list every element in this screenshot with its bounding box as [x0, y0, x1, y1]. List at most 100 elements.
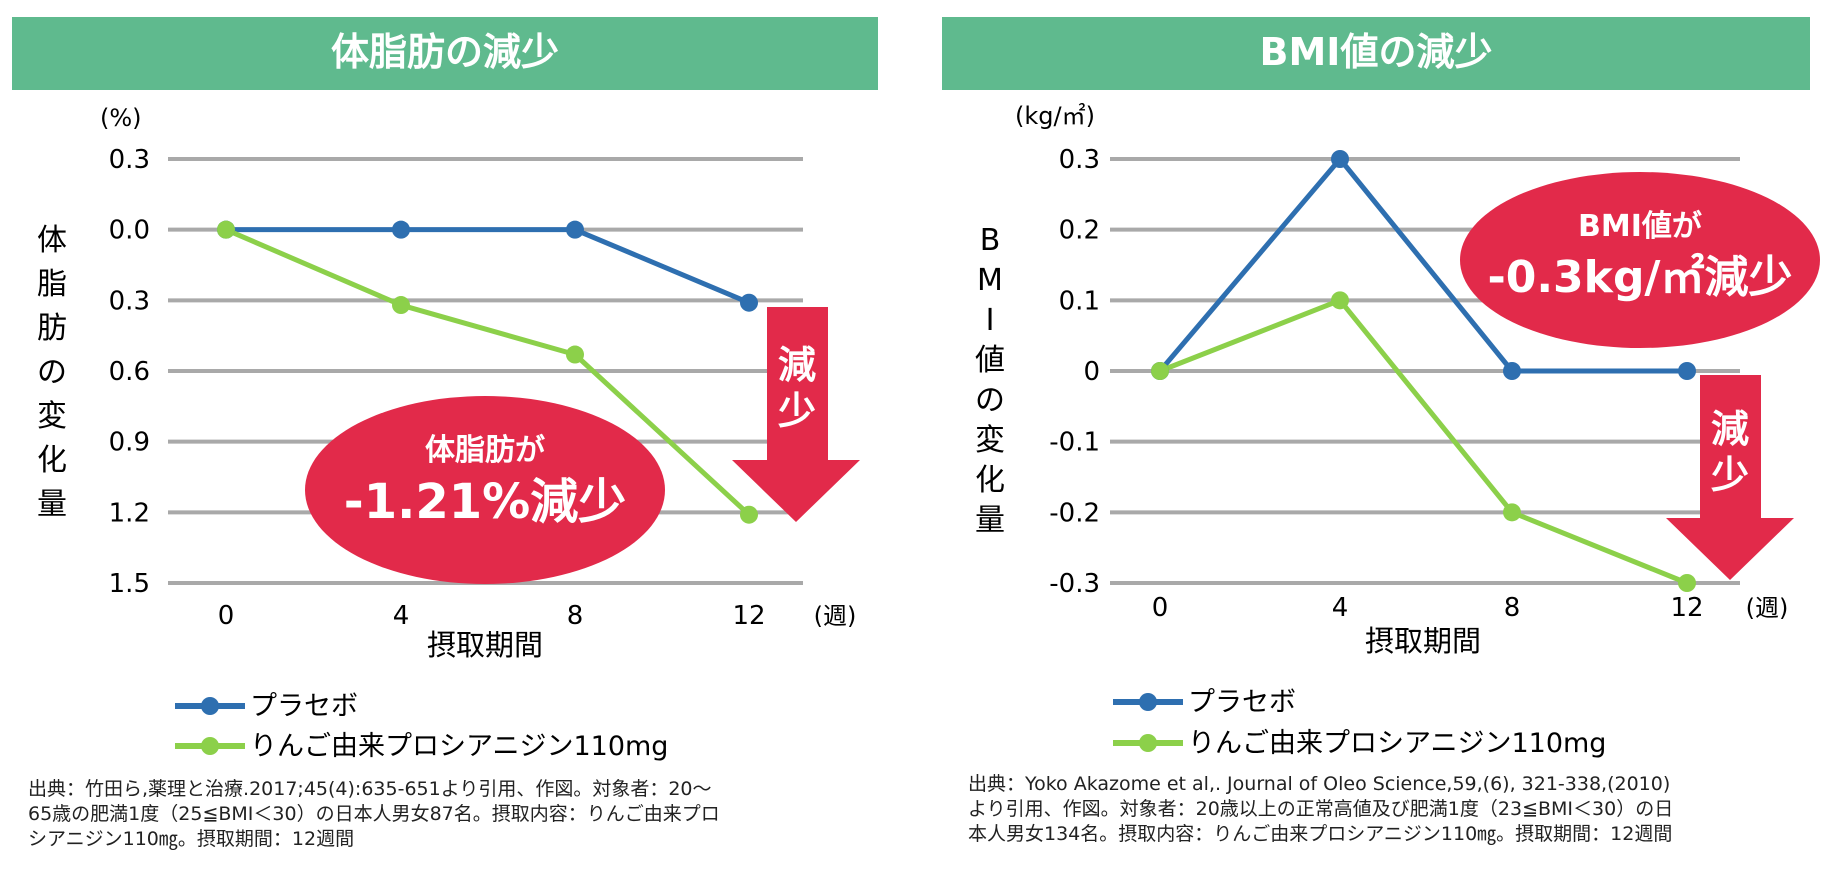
y-axis-label-char: B: [980, 223, 1001, 258]
y-axis-label-char: 変: [975, 423, 1005, 458]
data-point-placebo: [1503, 362, 1521, 380]
legend-label-placebo-left: プラセボ: [250, 691, 358, 722]
chart-title-bmi: BMI値の減少: [1260, 30, 1493, 74]
data-point-placebo: [392, 220, 410, 239]
y-tick-label: -0.1: [1049, 428, 1100, 458]
callout-text-line2-body-fat: -1.21%減少: [344, 474, 626, 530]
source-line: 出典：竹田ら,薬理と治療.2017;45(4):635-651より引用、作図。対…: [28, 778, 712, 800]
source-line: 65歳の肥満1度（25≦BMI＜30）の日本人男女87名。摂取内容：りんご由来プ…: [28, 803, 720, 825]
x-unit-label-body-fat: (週): [814, 602, 857, 630]
series-bmi: [1151, 150, 1696, 592]
legend-label-apple-right: りんご由来プロシアニジン110mg: [1188, 728, 1606, 759]
x-tick-labels-body-fat: 0 4 8 12: [218, 601, 766, 631]
y-tick-label: -0.3: [1049, 569, 1100, 599]
y-tick-label: 0.3: [1059, 145, 1100, 175]
title-banner-body-fat: [12, 17, 878, 90]
y-axis-label-char: M: [977, 263, 1003, 298]
data-point-placebo: [566, 220, 584, 239]
callout-ellipse-bmi: [1460, 172, 1820, 348]
y-axis-label-char: 脂: [37, 267, 67, 302]
x-tick-label: 0: [1152, 593, 1169, 623]
y-unit-label-bmi: (kg/㎡): [1015, 102, 1095, 130]
x-tick-label: 12: [732, 601, 765, 631]
data-point-placebo: [740, 293, 758, 312]
x-axis-label-body-fat: 摂取期間: [427, 628, 543, 662]
y-axis-label-char: 値: [975, 343, 1005, 378]
y-tick-label: 1.5: [109, 569, 150, 599]
legend-marker-apple-left: [201, 737, 219, 755]
panel-body-fat: 体脂肪の減少 (%) 0.3 0.0 0.3 0.6 0.9 1.2 1.5 0 4 8 12 (…: [12, 17, 878, 762]
callout-text-line1-bmi: BMI値が: [1578, 209, 1702, 244]
arrow-label-1-body-fat: 減: [778, 343, 816, 387]
y-tick-label: 0.1: [1059, 286, 1100, 316]
legend-bmi: プラセボ りんご由来プロシアニジン110mg: [1113, 687, 1606, 759]
legend-marker-placebo-right: [1139, 693, 1157, 711]
series-line-apple: [225, 227, 751, 517]
panel-bmi: BMI値の減少 (kg/㎡) 0.3 0.2 0.1 0 -0.1 -0.2 -0.3 0 4…: [942, 17, 1820, 759]
y-tick-label: 0.2: [1059, 216, 1100, 246]
y-tick-label: 1.2: [109, 498, 150, 528]
arrow-label-2-bmi: 少: [1711, 453, 1749, 497]
x-tick-label: 12: [1670, 593, 1703, 623]
data-point-apple: [217, 220, 235, 239]
source-line: より引用、作図。対象者：20歳以上の正常高値及び肥満1度（23≦BMI＜30）の…: [968, 798, 1674, 820]
x-tick-labels-bmi: 0 4 8 12: [1152, 593, 1704, 623]
y-tick-label: 0: [1083, 357, 1100, 387]
x-tick-label: 8: [1504, 593, 1521, 623]
x-axis-label-bmi: 摂取期間: [1365, 624, 1481, 658]
decrease-arrow-shape-body-fat: [732, 307, 860, 522]
x-tick-label: 8: [567, 601, 584, 631]
series-line-placebo: [1158, 156, 1687, 374]
source-line: 出典：Yoko Akazome et al,. Journal of Oleo …: [968, 773, 1671, 795]
decrease-arrow-bmi: 減 少: [1666, 375, 1794, 580]
source-line: 本人男女134名。摂取内容：りんご由来プロシアニジン110㎎。摂取期間：12週間: [968, 823, 1673, 845]
decrease-arrow-body-fat: 減 少: [732, 307, 860, 522]
callout-bmi: BMI値が -0.3kg/㎡減少: [1460, 172, 1820, 348]
y-tick-label: 0.3: [109, 145, 150, 175]
y-axis-label-char: 化: [37, 443, 67, 478]
callout-ellipse-body-fat: [305, 396, 665, 584]
legend-label-apple-left: りんご由来プロシアニジン110mg: [250, 731, 668, 762]
y-tick-label: -0.2: [1049, 498, 1100, 528]
y-tick-label: 0.0: [109, 216, 150, 246]
y-axis-label-char: I: [986, 303, 995, 338]
y-unit-label-body-fat: (%): [100, 104, 142, 132]
data-point-apple: [740, 505, 758, 524]
data-point-apple: [392, 296, 410, 315]
series-body-fat: [217, 220, 758, 524]
y-tick-labels-body-fat: 0.3 0.0 0.3 0.6 0.9 1.2 1.5: [109, 145, 150, 599]
x-unit-label-bmi: (週): [1746, 594, 1789, 622]
legend-marker-apple-right: [1139, 734, 1157, 752]
y-tick-label: 0.3: [109, 286, 150, 316]
y-axis-label-char: の: [37, 355, 67, 390]
legend-label-placebo-right: プラセボ: [1188, 687, 1296, 718]
chart-title-body-fat: 体脂肪の減少: [331, 30, 559, 74]
data-point-placebo: [1678, 362, 1696, 380]
y-axis-label-char: 量: [37, 487, 67, 522]
data-point-apple: [1503, 503, 1521, 522]
series-line-placebo: [226, 227, 750, 305]
arrow-label-2-body-fat: 少: [778, 389, 816, 433]
source-note-body-fat: 出典：竹田ら,薬理と治療.2017;45(4):635-651より引用、作図。対…: [28, 777, 888, 852]
data-point-apple: [1678, 574, 1696, 592]
y-tick-label: 0.6: [109, 357, 150, 387]
callout-body-fat: 体脂肪が -1.21%減少: [305, 396, 665, 584]
x-tick-label: 4: [1332, 593, 1349, 623]
x-tick-label: 0: [218, 601, 235, 631]
y-axis-label-char: 量: [975, 503, 1005, 538]
y-tick-labels-bmi: 0.3 0.2 0.1 0 -0.1 -0.2 -0.3: [1049, 145, 1100, 599]
y-tick-label: 0.9: [109, 428, 150, 458]
decrease-arrow-shape-bmi: [1666, 375, 1794, 580]
title-banner-bmi: [942, 17, 1810, 90]
x-tick-label: 4: [393, 601, 410, 631]
y-axis-label-char: 肪: [37, 311, 67, 346]
y-axis-label-char: の: [975, 383, 1005, 418]
data-point-apple: [566, 345, 584, 364]
source-line: シアニジン110㎎。摂取期間：12週間: [28, 828, 355, 850]
data-point-placebo: [1331, 150, 1349, 168]
callout-text-line2-bmi: -0.3kg/㎡減少: [1487, 252, 1792, 303]
source-note-bmi: 出典：Yoko Akazome et al,. Journal of Oleo …: [968, 772, 1828, 847]
